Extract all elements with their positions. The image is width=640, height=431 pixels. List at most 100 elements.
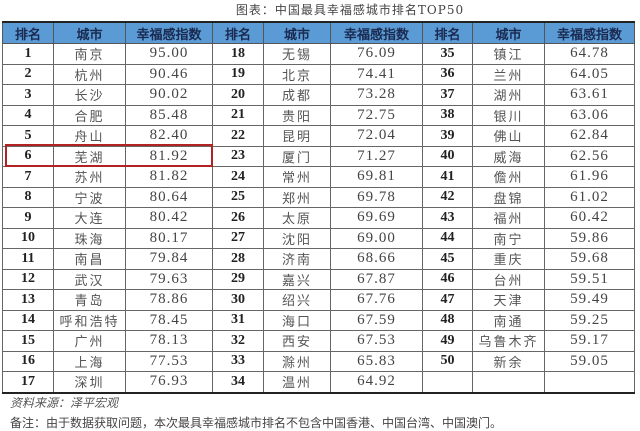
table-row: 5 舟山 82.40 22 昆明 72.04 39 佛山 62.84	[2, 125, 635, 147]
index-cell: 95.00	[125, 43, 213, 65]
city-cell: 兰州	[472, 63, 545, 85]
rank-cell: 26	[212, 207, 264, 229]
index-cell: 77.53	[125, 350, 213, 372]
index-cell: 78.13	[125, 330, 213, 352]
column-header: 城市	[53, 21, 126, 44]
city-cell: 合肥	[53, 104, 126, 126]
index-cell: 64.78	[544, 43, 635, 65]
city-cell: 南通	[472, 309, 545, 331]
index-cell: 59.51	[544, 268, 635, 290]
index-cell: 64.05	[544, 63, 635, 85]
city-cell: 儋州	[472, 166, 545, 188]
city-cell: 青岛	[53, 289, 126, 311]
city-cell: 重庆	[472, 248, 545, 270]
city-cell: 武汉	[53, 268, 126, 290]
city-cell: 沈阳	[263, 227, 331, 249]
table-row: 9 大连 80.42 26 太原 69.69 43 福州 60.42	[2, 207, 635, 229]
city-cell: 湖州	[472, 84, 545, 106]
table-title: 图表：中国最具幸福感城市排名TOP50	[235, 3, 465, 17]
city-cell: 南京	[53, 43, 126, 65]
table-row: 12 武汉 79.63 29 嘉兴 67.87 46 台州 59.51	[2, 268, 635, 290]
rank-cell: 18	[212, 43, 264, 65]
city-cell: 乌鲁木齐	[472, 330, 545, 352]
rank-cell: 22	[212, 125, 264, 147]
city-cell: 长沙	[53, 84, 126, 106]
city-cell: 昆明	[263, 125, 331, 147]
index-cell: 62.84	[544, 125, 635, 147]
index-cell: 76.93	[125, 371, 213, 393]
index-cell: 78.45	[125, 309, 213, 331]
city-cell: 上海	[53, 350, 126, 372]
rank-cell: 14	[2, 309, 54, 331]
city-cell: 舟山	[53, 125, 126, 147]
city-cell: 苏州	[53, 166, 126, 188]
index-cell: 59.49	[544, 289, 635, 311]
city-cell: 盘锦	[472, 186, 545, 208]
column-header: 城市	[472, 21, 545, 44]
column-header: 排名	[2, 21, 54, 44]
city-cell: 银川	[472, 104, 545, 126]
rank-cell: 32	[212, 330, 264, 352]
city-cell: 镇江	[472, 43, 545, 65]
city-cell: 济南	[263, 248, 331, 270]
city-cell: 南昌	[53, 248, 126, 270]
column-header: 幸福感指数	[330, 21, 423, 44]
city-cell: 贵阳	[263, 104, 331, 126]
table-row: 7 苏州 81.82 24 常州 69.81 41 儋州 61.96	[2, 166, 635, 188]
index-cell: 61.96	[544, 166, 635, 188]
rank-cell: 19	[212, 63, 264, 85]
table-row: 17 深圳 76.93 34 温州 64.92	[2, 371, 635, 393]
city-cell: 嘉兴	[263, 268, 331, 290]
index-cell: 64.92	[330, 371, 423, 393]
rank-cell: 24	[212, 166, 264, 188]
index-cell: 68.66	[330, 248, 423, 270]
rank-cell: 20	[212, 84, 264, 106]
index-cell: 59.17	[544, 330, 635, 352]
rank-cell: 1	[2, 43, 54, 65]
table-row: 11 南昌 79.84 28 济南 68.66 45 重庆 59.68	[2, 248, 635, 270]
city-cell: 呼和浩特	[53, 309, 126, 331]
index-cell: 67.59	[330, 309, 423, 331]
rank-cell: 38	[422, 104, 473, 126]
index-cell: 71.27	[330, 145, 423, 167]
city-cell: 温州	[263, 371, 331, 393]
city-cell: 宁波	[53, 186, 126, 208]
index-cell: 59.86	[544, 227, 635, 249]
index-cell: 67.53	[330, 330, 423, 352]
rank-cell: 33	[212, 350, 264, 372]
rank-cell	[422, 371, 473, 393]
column-header: 排名	[212, 21, 264, 44]
rank-cell: 34	[212, 371, 264, 393]
column-header: 城市	[263, 21, 331, 44]
city-cell: 天津	[472, 289, 545, 311]
index-cell: 74.41	[330, 63, 423, 85]
city-cell: 南宁	[472, 227, 545, 249]
note-text: 备注：由于数据获取问题，本次最具幸福感城市排名不包含中国香港、中国台湾、中国澳门…	[10, 416, 503, 430]
rank-cell: 46	[422, 268, 473, 290]
city-cell: 成都	[263, 84, 331, 106]
rank-cell: 11	[2, 248, 54, 270]
city-cell: 绍兴	[263, 289, 331, 311]
index-cell: 69.78	[330, 186, 423, 208]
city-cell: 广州	[53, 330, 126, 352]
index-cell: 60.42	[544, 207, 635, 229]
rank-cell: 42	[422, 186, 473, 208]
rank-cell: 35	[422, 43, 473, 65]
index-cell: 78.86	[125, 289, 213, 311]
table-row: 15 广州 78.13 32 西安 67.53 49 乌鲁木齐 59.17	[2, 330, 635, 352]
index-cell: 63.06	[544, 104, 635, 126]
city-cell: 厦门	[263, 145, 331, 167]
rank-cell: 36	[422, 63, 473, 85]
table-row: 3 长沙 90.02 20 成都 73.28 37 湖州 63.61	[2, 84, 635, 106]
city-cell: 滁州	[263, 350, 331, 372]
city-cell: 福州	[472, 207, 545, 229]
source-text: 资料来源：泽平宏观	[10, 396, 119, 410]
highlight-box	[5, 144, 213, 167]
city-cell: 台州	[472, 268, 545, 290]
rank-cell: 21	[212, 104, 264, 126]
rank-cell: 29	[212, 268, 264, 290]
index-cell: 90.46	[125, 63, 213, 85]
rank-cell: 27	[212, 227, 264, 249]
rank-cell: 37	[422, 84, 473, 106]
index-cell: 63.61	[544, 84, 635, 106]
